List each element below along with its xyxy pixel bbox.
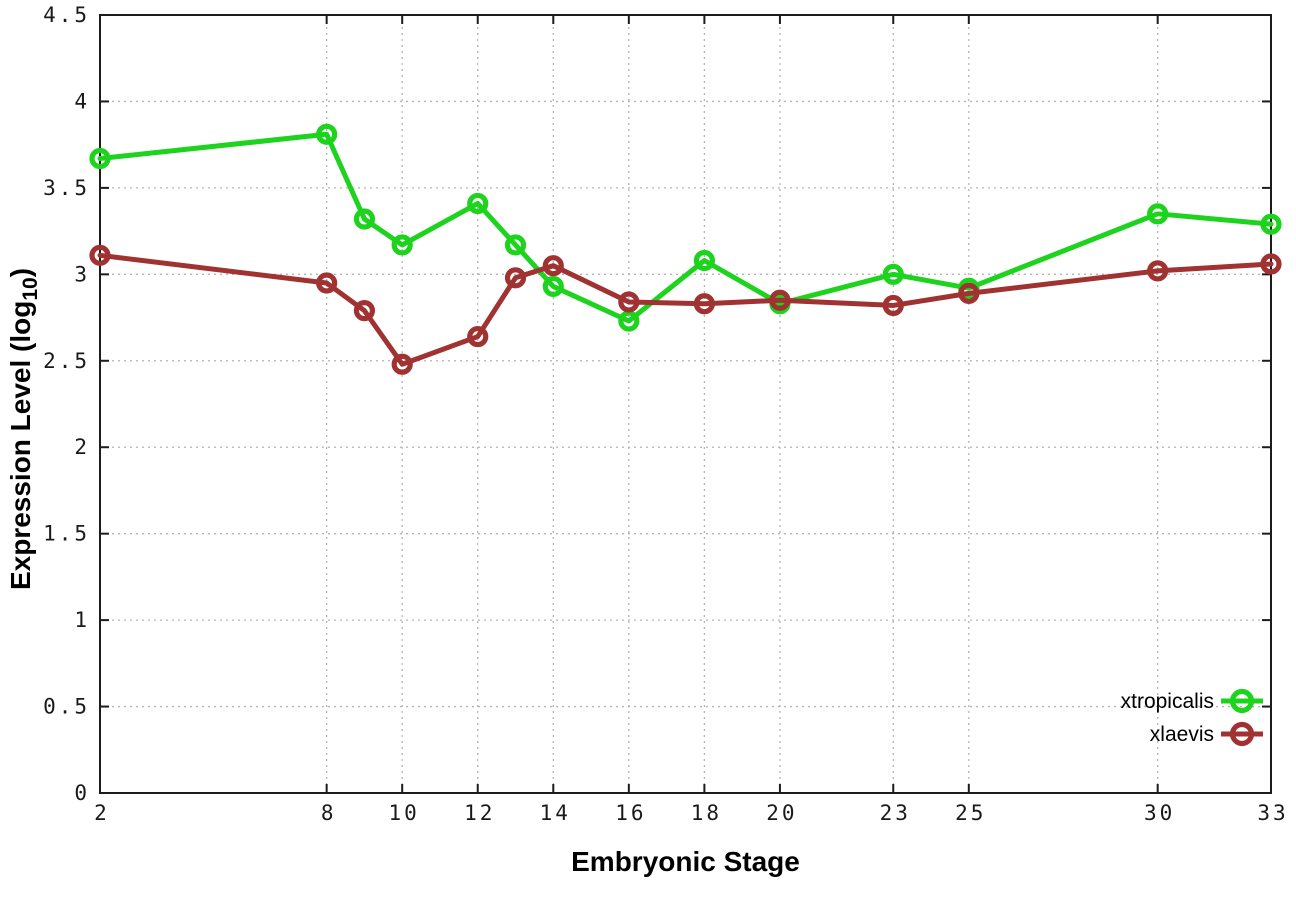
y-tick-label: 1.5: [43, 522, 90, 546]
legend-entry-xlaevis: xlaevis: [1150, 721, 1263, 747]
plot-frame: [99, 14, 1272, 794]
data-point-marker: [618, 310, 640, 332]
data-point-marker: [618, 291, 640, 313]
data-point-marker: [693, 293, 715, 315]
legend-marker-sample: [1229, 721, 1255, 747]
gridlines: [100, 15, 1271, 793]
data-point-marker: [89, 147, 111, 170]
data-point-marker: [882, 263, 904, 285]
y-tick-labels: 0 0.5 1 1.5 2 2.5 3 3.5 4 4.5: [43, 3, 90, 805]
y-tick-label: 2.5: [43, 349, 90, 373]
data-point-marker: [542, 255, 564, 277]
x-tick-label: 12: [464, 801, 495, 825]
y-tick-label: 2: [74, 435, 90, 459]
x-tick-label: 10: [389, 801, 420, 825]
y-tick-label: 4.5: [43, 3, 90, 27]
x-tick-label: 18: [691, 801, 722, 825]
data-point-marker: [882, 294, 904, 317]
legend: xtropicalis xlaevis: [1121, 688, 1263, 747]
data-point-marker: [1260, 213, 1282, 235]
data-point-marker: [391, 234, 413, 256]
data-point-marker: [353, 300, 376, 322]
y-tick-label: 1: [74, 608, 90, 632]
x-tick-label: 14: [540, 801, 571, 825]
x-tick-label: 2: [94, 801, 110, 825]
data-point-marker: [542, 275, 564, 298]
y-tick-label: 3.5: [43, 176, 90, 200]
data-point-marker: [467, 192, 489, 215]
data-point-marker: [1260, 253, 1282, 275]
y-tick-label: 4: [74, 89, 90, 113]
data-point-marker: [504, 267, 527, 289]
x-tick-label: 33: [1257, 801, 1288, 825]
data-point-marker: [316, 272, 338, 294]
data-point-marker: [1147, 203, 1169, 225]
y-tick-label: 0.5: [43, 695, 90, 719]
data-point-marker: [1147, 260, 1169, 282]
y-tick-label: 3: [74, 262, 90, 286]
data-point-marker: [353, 208, 376, 230]
x-tick-label: 23: [880, 801, 911, 825]
series-line-xlaevis: [97, 252, 1274, 367]
data-point-marker: [769, 289, 791, 311]
y-tick-label: 0: [74, 781, 90, 805]
series-xlaevis: [89, 244, 1282, 375]
data-point-marker: [693, 249, 715, 272]
data-point-marker: [316, 123, 338, 145]
series-xtropicalis: [89, 123, 1282, 332]
x-tick-label: 25: [955, 801, 986, 825]
x-tick-label: 8: [321, 801, 337, 825]
series-line-xtropicalis: [97, 131, 1274, 324]
x-tick-labels: 2 8 10 12 14 16 18 20 23 25 30 33: [94, 801, 1288, 825]
y-axis-title: Expression Level (log10): [5, 268, 42, 590]
axis-ticks: [99, 14, 1272, 794]
legend-marker-sample: [1229, 688, 1255, 714]
x-axis-title: Embryonic Stage: [571, 846, 800, 877]
x-tick-label: 30: [1144, 801, 1175, 825]
legend-label-xlaevis: xlaevis: [1150, 723, 1214, 746]
x-tick-label: 20: [766, 801, 797, 825]
x-tick-label: 16: [615, 801, 646, 825]
data-point-marker: [958, 282, 980, 304]
data-point-marker: [504, 234, 527, 256]
legend-label-xtropicalis: xtropicalis: [1121, 690, 1214, 713]
data-point-marker: [391, 353, 413, 375]
legend-entry-xtropicalis: xtropicalis: [1121, 688, 1263, 714]
data-point-marker: [467, 325, 489, 348]
data-point-marker: [89, 244, 111, 266]
